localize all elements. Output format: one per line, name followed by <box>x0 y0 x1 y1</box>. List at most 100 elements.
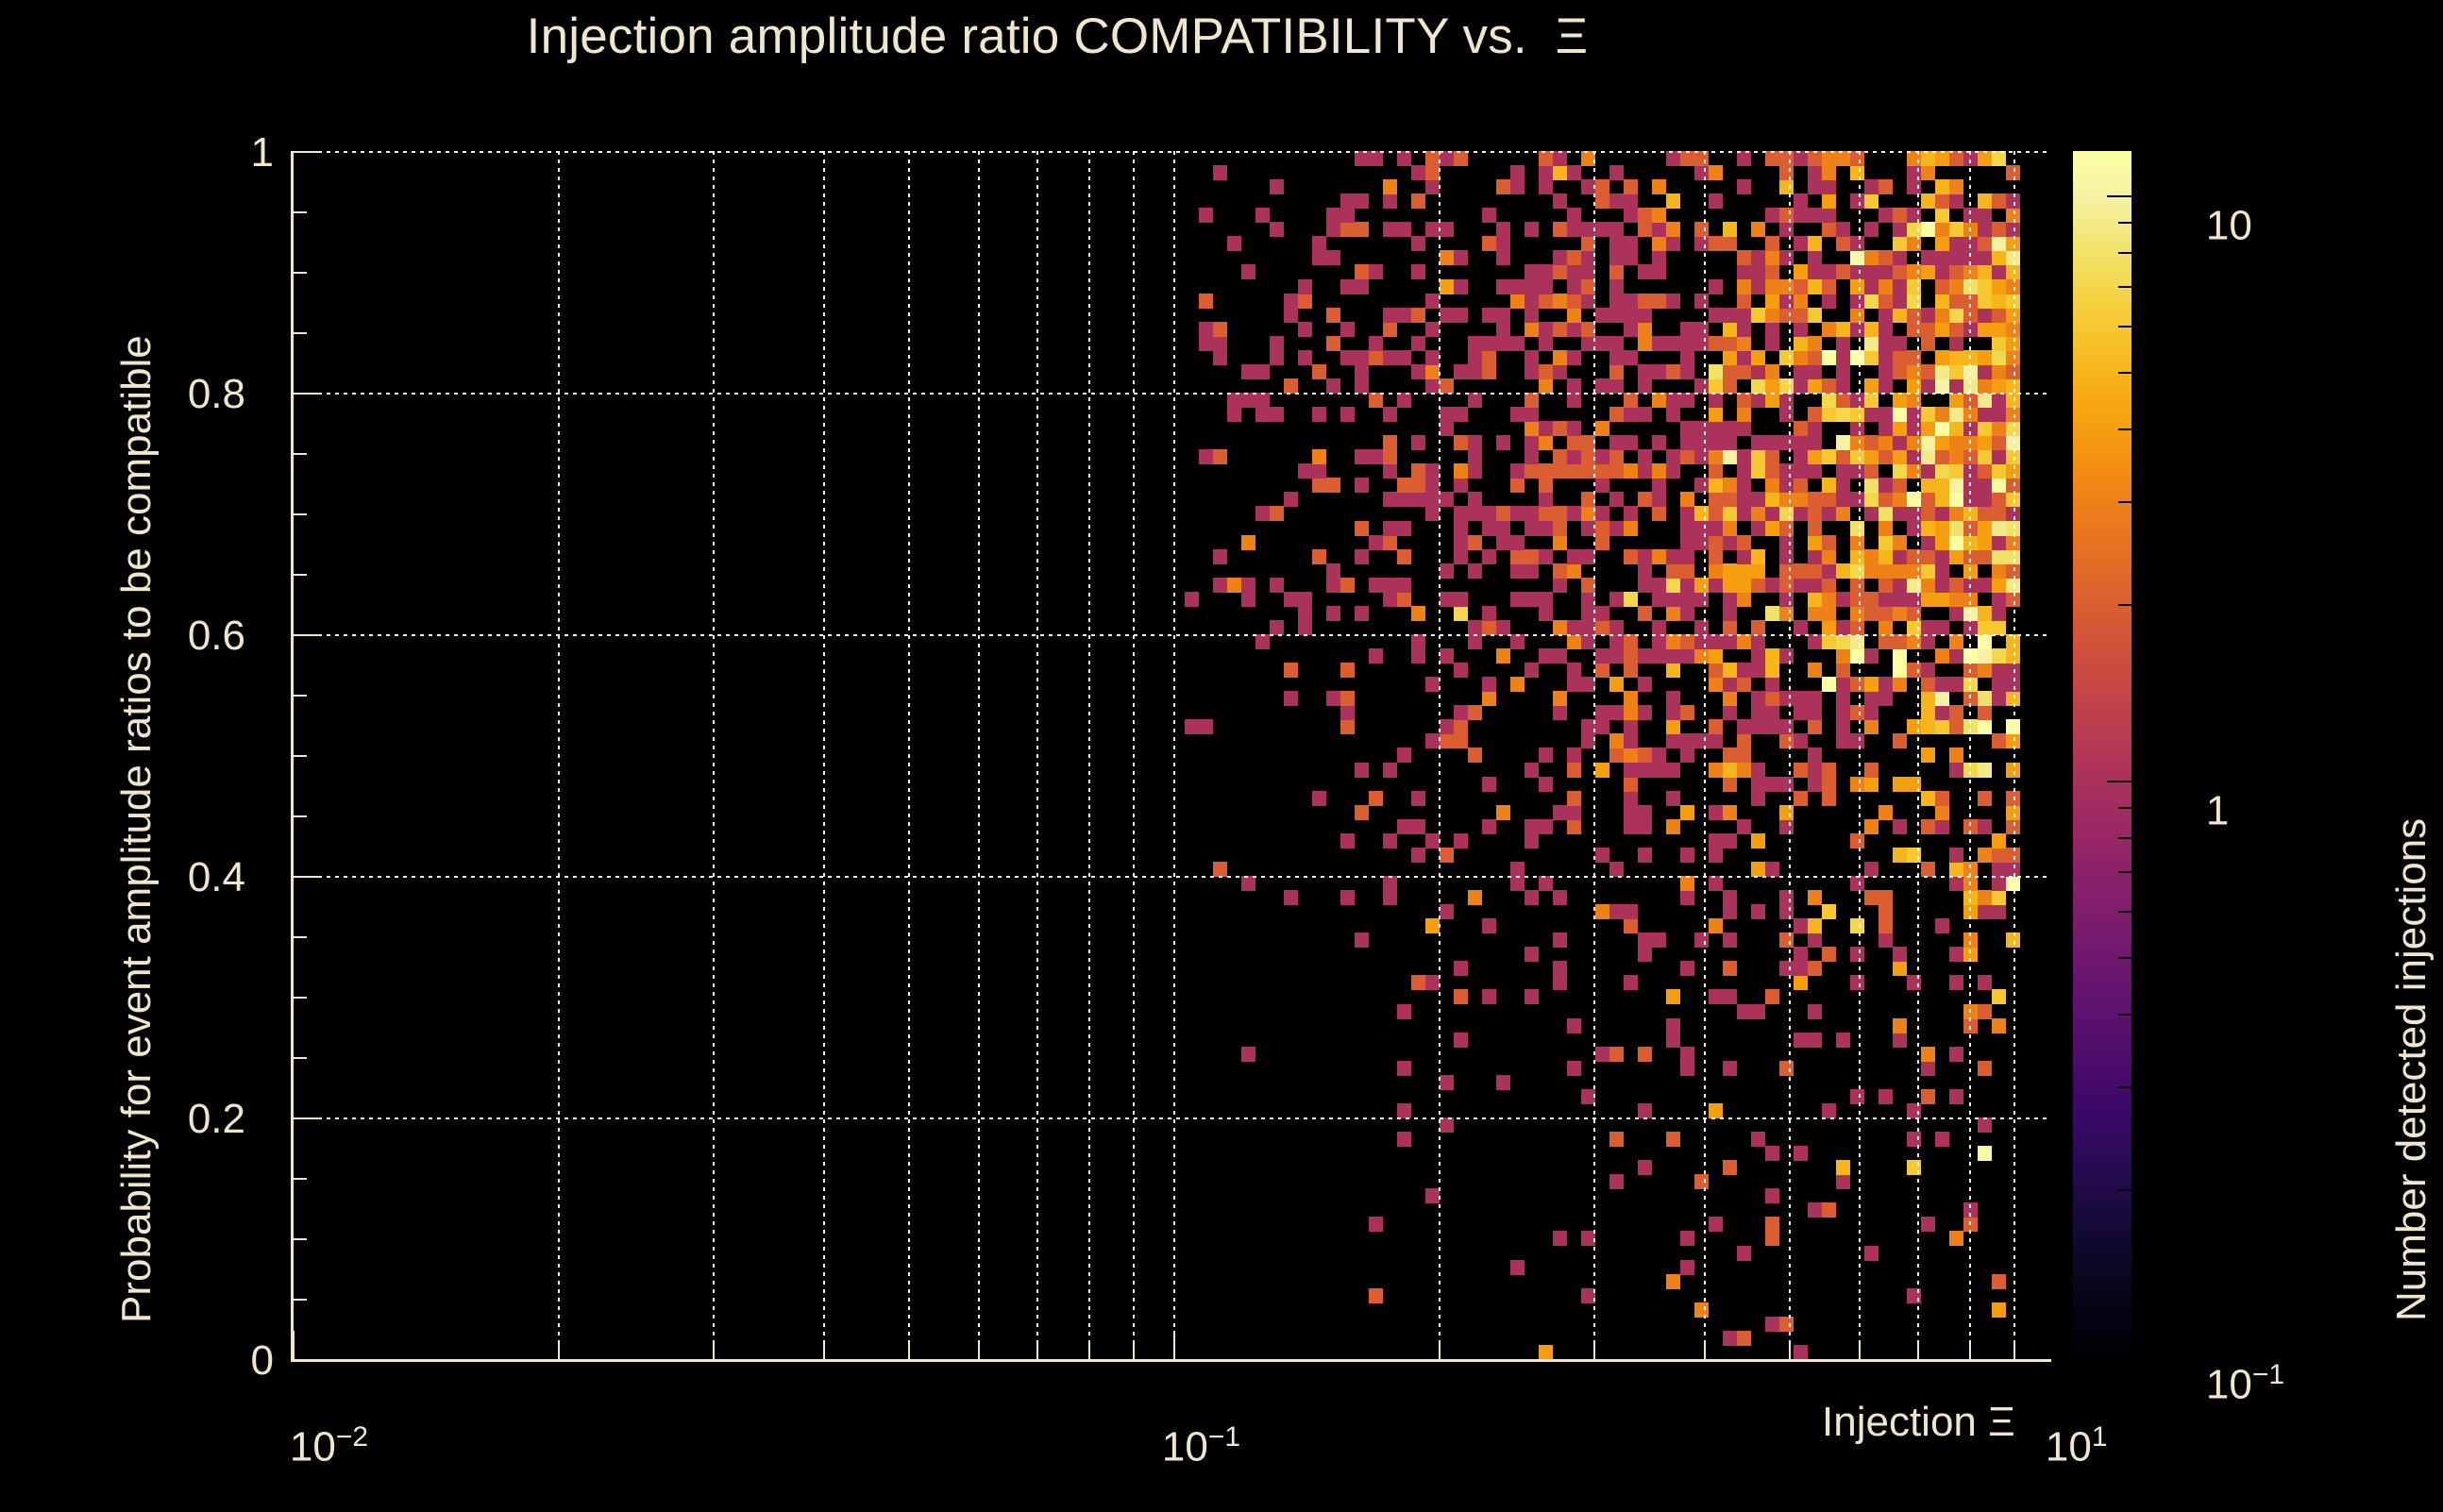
y-axis-tick <box>293 695 307 697</box>
y-tick-label-0.2: 0.2 <box>187 1096 245 1142</box>
x-gridline <box>1917 151 1920 1359</box>
colorbar-minor-tick <box>2118 1086 2131 1089</box>
x-axis-tick <box>1173 1331 1175 1359</box>
y-tick-label-1: 1 <box>250 129 274 176</box>
chart-title: Injection amplitude ratio COMPATIBILITY … <box>526 8 1589 64</box>
plot-area <box>293 151 2048 1359</box>
x-axis-tick <box>2013 1344 2016 1359</box>
y-axis-tick <box>293 211 307 213</box>
x-gridline <box>1703 151 1706 1359</box>
y-axis-tick <box>293 151 319 153</box>
colorbar-minor-tick <box>2118 501 2131 504</box>
colorbar-major-tick <box>2107 781 2131 782</box>
x-axis-tick <box>1036 1344 1039 1359</box>
x-gridline <box>1593 151 1596 1359</box>
colorbar-title: Number detected injections <box>2388 817 2435 1321</box>
y-tick-label-0: 0 <box>250 1337 274 1384</box>
x-gridline <box>1036 151 1039 1359</box>
x-axis-tick <box>1593 1344 1596 1359</box>
x-axis-tick <box>978 1344 980 1359</box>
x-axis-tick <box>908 1344 911 1359</box>
colorbar-minor-tick <box>2118 807 2131 810</box>
x-gridline <box>713 151 716 1359</box>
x-axis-tick <box>293 1331 295 1359</box>
colorbar-minor-tick <box>2118 871 2131 874</box>
y-axis-tick <box>293 272 307 274</box>
x-gridline <box>1133 151 1136 1359</box>
colorbar-tick-label-0.1: 10−1 <box>2205 1359 2285 1408</box>
y-axis-tick <box>293 393 319 395</box>
x-tick-label-1e1: 101 <box>2045 1421 2108 1470</box>
y-gridline <box>293 393 2048 395</box>
x-gridline <box>1173 151 1175 1359</box>
colorbar-major-tick <box>2107 195 2131 197</box>
y-axis-tick <box>293 634 319 636</box>
y-tick-label-0.8: 0.8 <box>187 371 245 417</box>
y-axis-tick <box>293 332 307 334</box>
colorbar-minor-tick <box>2118 956 2131 959</box>
y-axis-tick <box>293 513 307 515</box>
colorbar-minor-tick <box>2118 222 2131 225</box>
colorbar-minor-tick <box>2118 604 2131 607</box>
colorbar <box>2073 151 2131 1359</box>
y-axis-tick <box>293 453 307 455</box>
x-gridline <box>978 151 980 1359</box>
colorbar-minor-tick <box>2118 428 2131 430</box>
y-axis-tick <box>293 1178 307 1180</box>
histogram-canvas <box>293 151 2048 1359</box>
colorbar-title-anchor: Number detected injections <box>2388 818 2435 1331</box>
x-gridline <box>1789 151 1792 1359</box>
x-axis-tick <box>1438 1344 1441 1359</box>
x-gridline <box>1087 151 1090 1359</box>
colorbar-tick-label-10: 10 <box>2205 202 2252 249</box>
colorbar-tick-label-1: 1 <box>2205 787 2230 834</box>
y-axis-tick <box>293 1117 319 1119</box>
colorbar-gradient <box>2073 151 2131 1359</box>
colorbar-minor-tick <box>2118 910 2131 913</box>
colorbar-minor-tick <box>2118 1189 2131 1192</box>
y-axis-title: Probability for event amplitude ratios t… <box>113 335 160 1323</box>
x-tick-label-1e-1: 10−1 <box>1161 1421 1241 1470</box>
x-axis-tick <box>822 1344 825 1359</box>
y-axis-tick <box>293 755 307 757</box>
y-gridline <box>293 876 2048 878</box>
x-gridline <box>822 151 825 1359</box>
x-axis-tick <box>1133 1344 1136 1359</box>
x-axis-tick <box>1859 1344 1861 1359</box>
y-axis-title-anchor: Probability for event amplitude ratios t… <box>113 335 160 1333</box>
y-axis-tick <box>293 1057 307 1059</box>
y-gridline <box>293 1117 2048 1119</box>
y-gridline <box>293 151 2048 153</box>
colorbar-minor-tick <box>2118 837 2131 840</box>
x-axis-title: Injection Ξ <box>1822 1399 2015 1445</box>
colorbar-minor-tick <box>2118 1013 2131 1016</box>
colorbar-minor-tick <box>2118 325 2131 328</box>
x-gridline <box>1859 151 1861 1359</box>
x-axis-line <box>291 1359 2051 1362</box>
y-axis-tick <box>293 1238 307 1240</box>
x-axis-tick <box>1703 1344 1706 1359</box>
x-axis-tick <box>1917 1344 1920 1359</box>
x-gridline <box>1968 151 1971 1359</box>
x-axis-tick <box>1087 1344 1090 1359</box>
x-axis-tick <box>557 1344 560 1359</box>
y-axis-tick <box>293 1299 307 1301</box>
x-gridline <box>1438 151 1441 1359</box>
y-axis-line <box>291 151 294 1362</box>
y-axis-tick <box>293 574 307 576</box>
y-axis-tick <box>293 815 307 817</box>
y-gridline <box>293 634 2048 636</box>
x-axis-tick <box>1789 1344 1792 1359</box>
y-axis-tick <box>293 876 319 878</box>
y-tick-label-0.4: 0.4 <box>187 854 245 900</box>
x-gridline <box>2013 151 2016 1359</box>
x-tick-label-1e-2: 10−2 <box>289 1421 369 1470</box>
colorbar-minor-tick <box>2118 252 2131 255</box>
y-axis-tick <box>293 936 307 938</box>
x-axis-tick <box>713 1344 716 1359</box>
x-gridline <box>557 151 560 1359</box>
y-axis-tick <box>293 997 307 999</box>
y-tick-label-0.6: 0.6 <box>187 613 245 659</box>
y-axis-tick <box>293 1359 319 1361</box>
